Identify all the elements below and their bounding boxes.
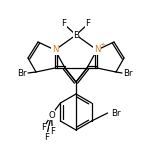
Text: F: F — [50, 126, 55, 135]
Text: N: N — [94, 45, 100, 55]
Text: Br: Br — [17, 69, 27, 78]
Text: Br: Br — [111, 109, 120, 117]
Text: F: F — [62, 19, 67, 29]
Text: F: F — [85, 19, 90, 29]
Text: Br: Br — [123, 69, 133, 78]
Text: +: + — [99, 42, 105, 48]
Text: B: B — [73, 31, 79, 40]
Text: O: O — [48, 111, 55, 119]
Text: F: F — [44, 133, 49, 142]
Text: N: N — [52, 45, 58, 55]
Text: F: F — [41, 123, 46, 133]
